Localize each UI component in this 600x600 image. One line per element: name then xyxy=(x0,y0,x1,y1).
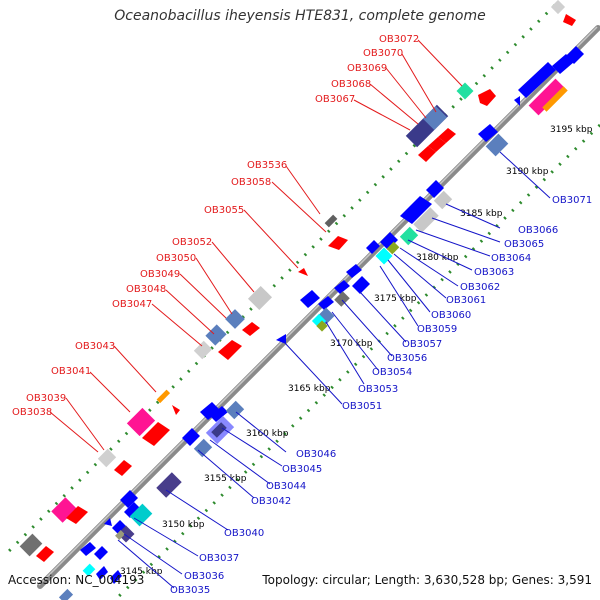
gene-cluster-ob3067-ob3070 xyxy=(405,104,456,162)
gene-ob3072 xyxy=(456,82,496,106)
label-ob3065: OB3065 xyxy=(504,239,544,250)
gene-blue-near-3195 xyxy=(478,124,498,142)
gene-ob3071 xyxy=(485,133,509,157)
label-ob3068: OB3068 xyxy=(331,79,371,90)
label-ob3062: OB3062 xyxy=(460,282,500,293)
gene-top-right xyxy=(563,14,576,26)
label-ob3063: OB3063 xyxy=(474,267,514,278)
tick-3185: 3185 kbp xyxy=(460,209,503,219)
label-ob3067: OB3067 xyxy=(315,94,355,105)
label-ob3040: OB3040 xyxy=(224,528,264,539)
reverse-labels: OB3071 OB3066 OB3065 OB3064 OB3063 OB306… xyxy=(170,195,592,596)
label-ob3069: OB3069 xyxy=(347,63,387,74)
label-ob3055: OB3055 xyxy=(204,205,244,216)
label-ob3061: OB3061 xyxy=(446,295,486,306)
label-ob3060: OB3060 xyxy=(431,310,471,321)
label-ob3050: OB3050 xyxy=(156,253,196,264)
forward-labels: OB3072 OB3070 OB3069 OB3068 OB3067 OB353… xyxy=(12,34,419,418)
label-ob3035: OB3035 xyxy=(170,585,210,596)
label-ob3057: OB3057 xyxy=(402,339,442,350)
gene-ob3536 xyxy=(324,214,338,228)
label-ob3059: OB3059 xyxy=(417,324,457,335)
label-ob3042: OB3042 xyxy=(251,496,291,507)
gene-lower-pink xyxy=(51,497,77,523)
tick-3170: 3170 kbp xyxy=(330,339,373,349)
gene-lower-red xyxy=(66,506,88,524)
label-ob3072: OB3072 xyxy=(379,34,419,45)
label-ob3066: OB3066 xyxy=(518,225,558,236)
gene-cluster-ob3062-ob3066 xyxy=(366,180,453,265)
tick-3155: 3155 kbp xyxy=(204,474,247,484)
label-ob3037: OB3037 xyxy=(199,553,239,564)
gene-cluster-ob3053-ob3061 xyxy=(276,264,370,344)
gene-cluster-ob3035-ob3040 xyxy=(58,490,153,600)
tick-3150: 3150 kbp xyxy=(162,520,205,530)
label-ob3053: OB3053 xyxy=(358,384,398,395)
label-ob3070: OB3070 xyxy=(363,48,403,59)
tick-3165: 3165 kbp xyxy=(288,384,331,394)
tick-3190: 3190 kbp xyxy=(506,167,549,177)
label-ob3047: OB3047 xyxy=(112,299,152,310)
tick-3195: 3195 kbp xyxy=(550,125,593,135)
gene-ob3055 xyxy=(298,268,308,276)
label-ob3071: OB3071 xyxy=(552,195,592,206)
label-ob3058: OB3058 xyxy=(231,177,271,188)
label-ob3038: OB3038 xyxy=(12,407,52,418)
label-ob3043: OB3043 xyxy=(75,341,115,352)
label-ob3064: OB3064 xyxy=(491,253,531,264)
map-title: Oceanobacillus iheyensis HTE831, complet… xyxy=(114,8,486,24)
label-ob3536: OB3536 xyxy=(247,160,287,171)
forward-leader-lines xyxy=(49,39,463,453)
scale-ticks: 3145 kbp 3150 kbp 3155 kbp 3160 kbp 3165… xyxy=(120,125,593,577)
label-ob3036: OB3036 xyxy=(184,571,224,582)
label-ob3056: OB3056 xyxy=(387,353,427,364)
gene-bottom-red xyxy=(36,546,54,562)
tick-3145: 3145 kbp xyxy=(120,567,163,577)
gene-ob3058 xyxy=(328,236,348,250)
tick-3160: 3160 kbp xyxy=(246,429,289,439)
label-ob3039: OB3039 xyxy=(26,393,66,404)
forward-strand-genes xyxy=(19,0,576,562)
label-ob3045: OB3045 xyxy=(282,464,322,475)
label-ob3041: OB3041 xyxy=(51,366,91,377)
tick-3175: 3175 kbp xyxy=(374,294,417,304)
label-ob3048: OB3048 xyxy=(126,284,166,295)
label-ob3044: OB3044 xyxy=(266,481,306,492)
label-ob3049: OB3049 xyxy=(140,269,180,280)
gene-bottom-grey xyxy=(19,533,43,557)
reverse-strand-genes xyxy=(58,46,584,600)
reverse-leader-lines xyxy=(117,151,551,589)
tick-3180: 3180 kbp xyxy=(416,253,459,263)
label-ob3054: OB3054 xyxy=(372,367,412,378)
gene-cluster-ob3038-ob3041 xyxy=(97,407,170,476)
topology-label: Topology: circular; Length: 3,630,528 bp… xyxy=(262,573,592,587)
gene-top-right-grey xyxy=(550,0,566,15)
gene-cluster-ob3047-ob3052 xyxy=(193,285,273,360)
label-ob3052: OB3052 xyxy=(172,237,212,248)
gene-cluster-top-right xyxy=(514,46,584,116)
outer-dotted-track xyxy=(3,3,557,557)
label-ob3046: OB3046 xyxy=(296,449,336,460)
gene-indigo-mid xyxy=(156,472,182,498)
gene-ob3043 xyxy=(156,389,171,404)
accession-label: Accession: NC_004193 xyxy=(8,573,145,587)
label-ob3051: OB3051 xyxy=(342,401,382,412)
gene-ob3043-arrow xyxy=(172,405,180,415)
gene-cluster-ob3042-ob3046 xyxy=(182,400,245,458)
